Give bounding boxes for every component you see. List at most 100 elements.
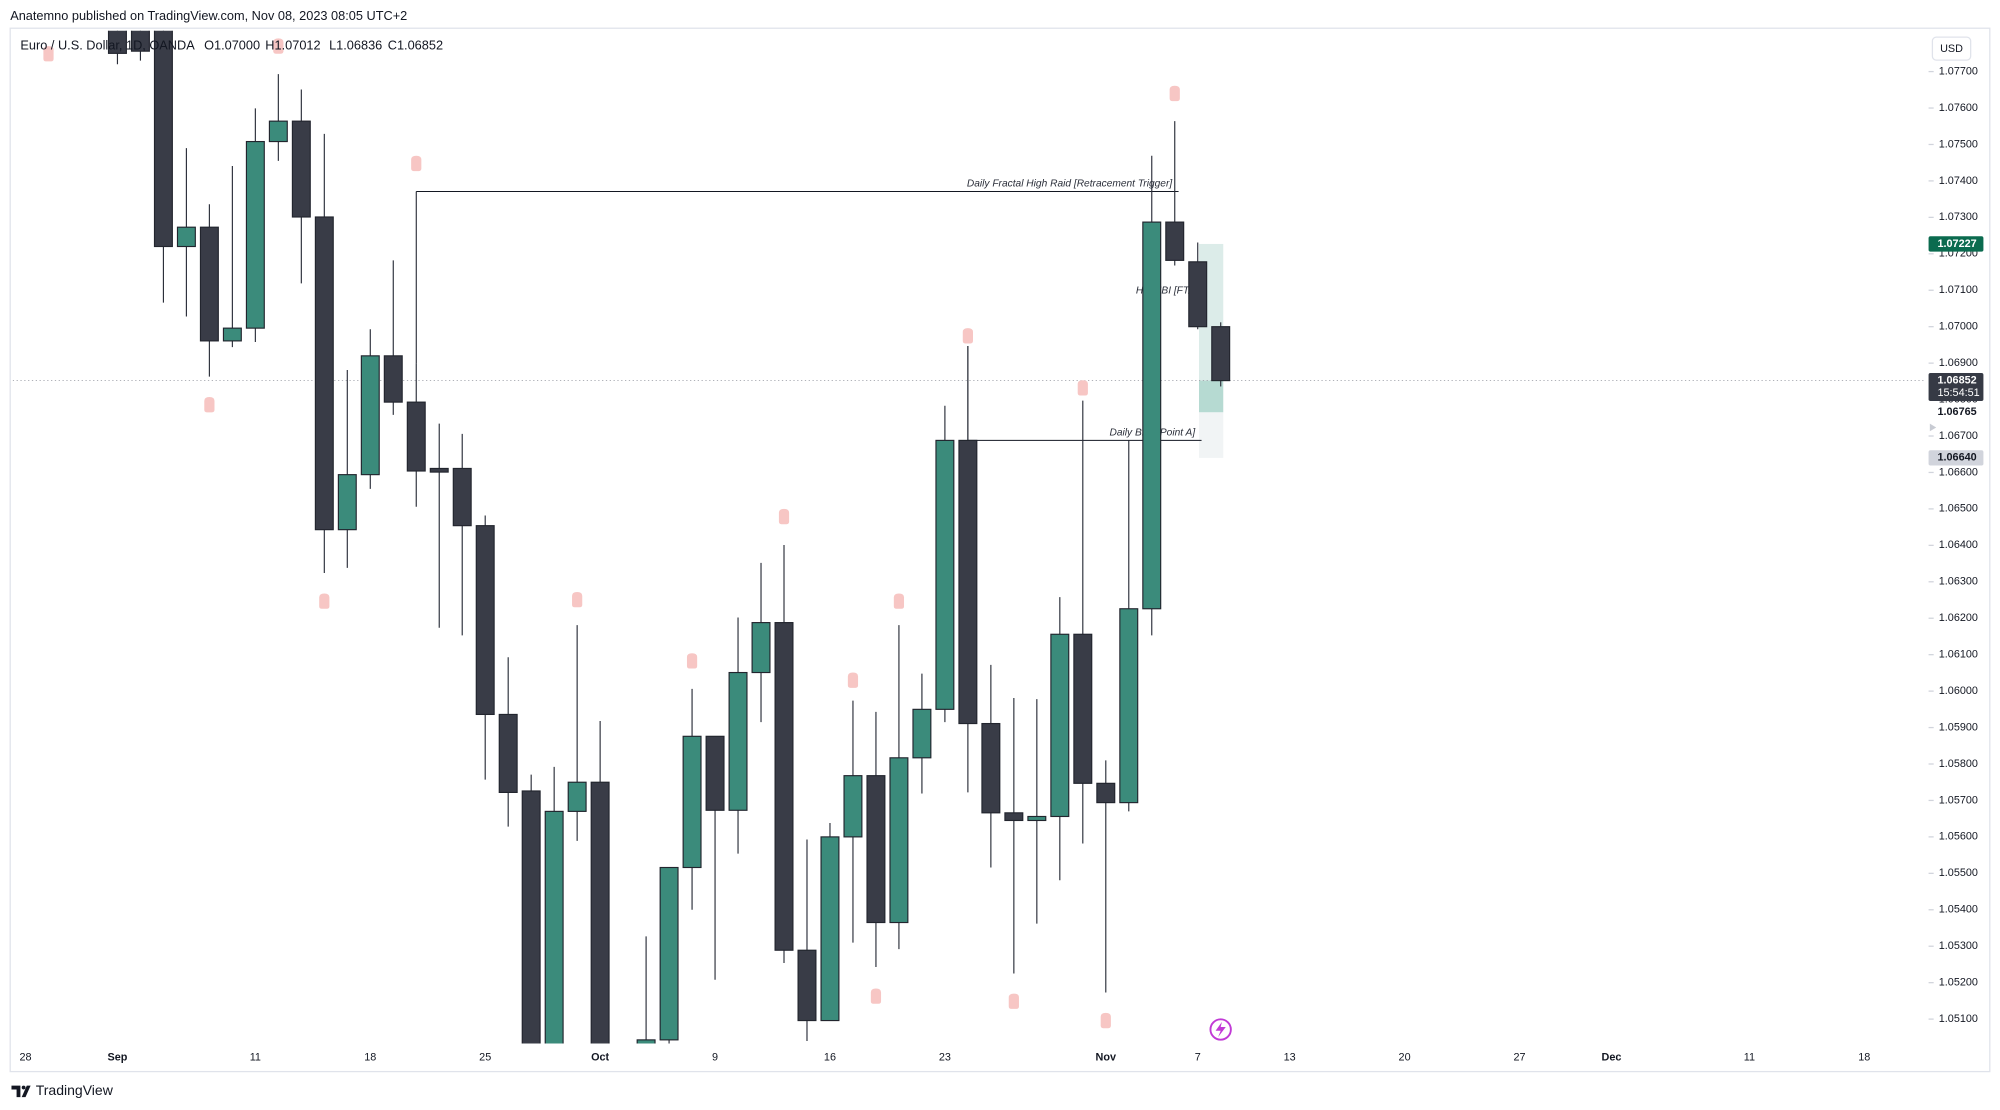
candle-body-down: [153, 30, 173, 248]
y-tick-label: 1.05200: [1939, 977, 1978, 989]
candle-body-down: [866, 775, 886, 924]
fractal-marker: [204, 397, 215, 413]
fractal-marker: [411, 155, 422, 172]
y-tick-label: 1.05500: [1939, 867, 1978, 879]
candle-body-down: [797, 949, 817, 1022]
price-badge: [1928, 372, 1984, 402]
price-badge-label: 1.06765: [1938, 406, 1977, 418]
x-tick-label: 16: [824, 1051, 836, 1063]
y-tick-label: 1.07600: [1939, 102, 1978, 114]
y-tick-label: 1.06300: [1939, 576, 1978, 588]
plot-area: Daily Fractal High Raid [Retracement Tri…: [12, 30, 1927, 1044]
fractal-marker: [778, 508, 790, 525]
candle-body-up: [337, 474, 357, 531]
candle-body-down: [1096, 782, 1116, 804]
price-badge: [1928, 450, 1984, 466]
candle-body-down: [774, 622, 794, 951]
y-tick-label: 1.05400: [1939, 904, 1978, 916]
fractal-marker: [1008, 993, 1019, 1009]
currency-button[interactable]: [1931, 36, 1972, 61]
candle-body-up: [245, 140, 265, 329]
candle-body-up: [912, 708, 932, 759]
y-tick-label: 1.06700: [1939, 430, 1978, 442]
y-tick-label: 1.06500: [1939, 503, 1978, 515]
x-tick-label: 13: [1284, 1051, 1296, 1063]
legend-close: C1.06852: [388, 37, 443, 52]
x-tick-label: Nov: [1096, 1051, 1116, 1063]
legend-open: O1.07000: [204, 37, 260, 52]
candle-body-down: [314, 216, 334, 531]
x-tick-label: 23: [939, 1051, 951, 1063]
y-tick-label: 1.06600: [1939, 466, 1978, 478]
candle-body-up: [567, 781, 587, 812]
candle-body-up: [1142, 221, 1162, 610]
candle-body-up: [1050, 633, 1070, 818]
candle-body-down: [107, 30, 127, 54]
x-tick-label: 25: [479, 1051, 491, 1063]
y-tick-label: 1.06200: [1939, 612, 1978, 624]
y-tick-label: 1.07500: [1939, 138, 1978, 150]
tv-logo-text: TradingView: [36, 1082, 114, 1098]
x-tick-label: 18: [1858, 1051, 1870, 1063]
candle-body-up: [544, 810, 564, 1044]
zone: [1199, 380, 1224, 413]
price-badge: [1928, 236, 1984, 252]
x-tick-label: Oct: [591, 1051, 609, 1063]
fractal-marker: [847, 672, 859, 688]
candle-body-down: [475, 525, 495, 716]
lightning-glyph: [1215, 1021, 1226, 1038]
y-tick-label: 1.06900: [1939, 357, 1978, 369]
candle-body-down: [452, 467, 472, 527]
candle-body-up: [889, 757, 909, 924]
candle-body-down: [498, 713, 518, 794]
fractal-marker: [686, 653, 698, 669]
candle-body-up: [751, 622, 771, 674]
x-tick-label: 11: [250, 1051, 261, 1063]
y-tick-label: 1.07100: [1939, 284, 1978, 296]
candle-body-up: [268, 120, 288, 143]
x-tick-label: Sep: [108, 1051, 128, 1063]
publish-info: Anatemno published on TradingView.com, N…: [10, 8, 407, 23]
candle-body-down: [383, 355, 403, 403]
fractal-marker: [893, 593, 905, 609]
candle-body-up: [659, 866, 679, 1041]
x-tick-label: 9: [712, 1051, 718, 1063]
chart-frame: [9, 27, 1991, 1073]
annotation-text: Daily Fractal High Raid [Retracement Tri…: [967, 179, 1173, 190]
x-tick-label: 7: [1195, 1051, 1201, 1063]
y-tick-label: 1.05300: [1939, 940, 1978, 952]
price-badge-label: 1.06852: [1938, 374, 1977, 386]
candle-body-down: [1004, 812, 1024, 822]
candle-body-down: [429, 467, 449, 473]
fractal-marker: [43, 46, 54, 62]
fractal-marker: [319, 593, 330, 609]
y-tick-label: 1.06400: [1939, 539, 1978, 551]
y-tick-label: 1.07400: [1939, 175, 1978, 187]
fractal-marker: [1100, 1012, 1111, 1029]
candle-body-up: [682, 735, 702, 869]
y-tick-label: 1.05100: [1939, 1013, 1978, 1025]
candle-body-down: [1165, 221, 1185, 261]
candle-body-down: [521, 790, 541, 1044]
candle-body-up: [222, 327, 242, 342]
scroll-arrow[interactable]: [1929, 423, 1937, 432]
candle-body-up: [728, 671, 748, 811]
candle-body-down: [199, 226, 219, 342]
x-tick-label: 27: [1513, 1051, 1525, 1063]
fractal-marker: [1077, 380, 1088, 396]
candle-body-down: [1188, 261, 1208, 328]
currency-label[interactable]: USD: [1940, 43, 1963, 55]
y-tick-label: 1.07000: [1939, 321, 1978, 333]
fractal-marker: [572, 591, 583, 608]
price-badge: [1928, 404, 1984, 420]
x-tick-label: 28: [19, 1051, 31, 1063]
y-tick-label: 1.07300: [1939, 211, 1978, 223]
candle-body-down: [705, 735, 725, 811]
x-tick-label: Dec: [1602, 1051, 1622, 1063]
y-tick-label: 1.06000: [1939, 685, 1978, 697]
fractal-marker: [870, 988, 882, 1004]
x-tick-label: 18: [364, 1051, 376, 1063]
candle-body-down: [1211, 326, 1231, 382]
